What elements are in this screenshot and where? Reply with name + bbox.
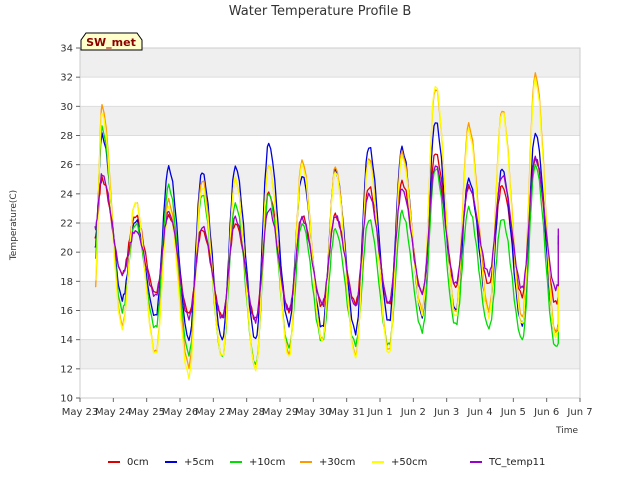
series-line-30cm (94, 72, 559, 371)
x-tick-label: May 27 (195, 407, 232, 418)
y-tick-label: 24 (60, 189, 73, 200)
series-lines (94, 72, 559, 380)
y-tick-label: 12 (60, 364, 73, 375)
x-tick-label: May 31 (328, 407, 365, 418)
legend-item: +10cm (230, 457, 285, 468)
x-tick-label: Jun 1 (366, 407, 392, 418)
y-axis-label: Temperature(C) (9, 190, 19, 261)
x-tick-label: May 26 (162, 407, 199, 418)
y-tick-label: 10 (60, 394, 73, 405)
x-tick-label: May 24 (95, 407, 132, 418)
legend-label: +50cm (391, 457, 427, 468)
plot-band (80, 339, 580, 369)
plot-band (80, 48, 580, 78)
legend-label: +5cm (184, 457, 214, 468)
y-tick-label: 18 (60, 277, 73, 288)
series-line-tctemp11 (94, 155, 559, 324)
x-tick-label: Jun 7 (566, 407, 592, 418)
y-tick-label: 32 (60, 73, 73, 84)
series-line-5cm (94, 122, 559, 342)
x-tick-label: May 28 (228, 407, 265, 418)
legend-label: 0cm (127, 457, 149, 468)
x-tick-label: Jun 5 (500, 407, 526, 418)
series-line-10cm (95, 125, 559, 366)
x-tick-label: May 23 (62, 407, 99, 418)
x-tick-label: Jun 4 (466, 407, 492, 418)
station-label-shape (80, 32, 143, 51)
legend-item: +30cm (300, 457, 355, 468)
x-tick-label: Jun 3 (433, 407, 459, 418)
series-line-50cm (94, 77, 559, 380)
y-tick-label: 22 (60, 219, 73, 230)
x-tick-label: Jun 6 (533, 407, 559, 418)
legend-label: TC_temp11 (488, 457, 545, 468)
station-label: SW_met (86, 36, 136, 49)
legend-item: +5cm (165, 457, 214, 468)
legend-item: 0cm (108, 457, 149, 468)
y-tick-label: 28 (60, 131, 73, 142)
y-tick-label: 20 (60, 248, 73, 259)
y-axis-ticks: 10 12 14 16 18 20 22 24 26 28 30 32 34 (60, 44, 80, 405)
y-tick-label: 26 (60, 160, 73, 171)
x-tick-label: May 29 (262, 407, 299, 418)
legend-label: +10cm (249, 457, 285, 468)
plot-band (80, 281, 580, 311)
legend-item: TC_temp11 (470, 457, 545, 468)
y-tick-label: 30 (60, 102, 73, 113)
y-tick-label: 14 (60, 335, 73, 346)
station-label-box: SW_met (80, 32, 143, 51)
chart-title: Water Temperature Profile B (229, 4, 412, 19)
x-tick-label: Jun 2 (400, 407, 426, 418)
legend: 0cm +5cm +10cm +30cm +50cm TC_temp11 (108, 457, 545, 468)
x-tick-label: May 25 (128, 407, 165, 418)
legend-item: +50cm (372, 457, 427, 468)
x-tick-label: May 30 (295, 407, 332, 418)
x-axis-label: Time (555, 426, 578, 436)
y-tick-label: 34 (60, 44, 73, 55)
plot-band (80, 106, 580, 136)
y-tick-label: 16 (60, 306, 73, 317)
legend-label: +30cm (319, 457, 355, 468)
